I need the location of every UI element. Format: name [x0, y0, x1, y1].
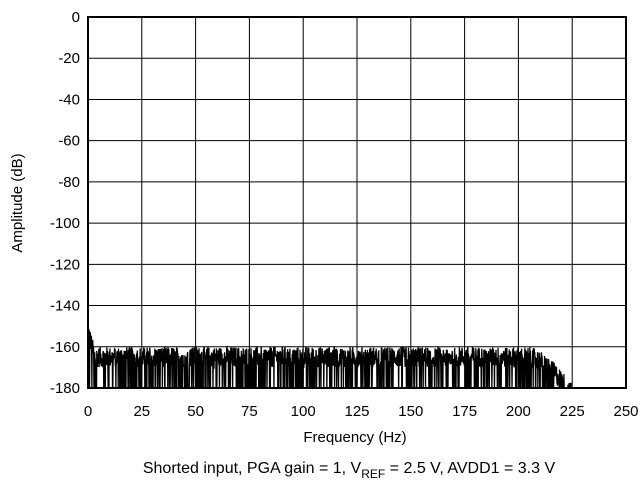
caption-subscript: REF: [361, 467, 385, 481]
caption-suffix: = 2.5 V, AVDD1 = 3.3 V: [385, 460, 555, 477]
x-tick-label: 200: [506, 403, 531, 420]
y-tick-label: -20: [58, 50, 80, 67]
x-tick-label: 50: [187, 403, 204, 420]
y-tick-label: -80: [58, 174, 80, 191]
x-tick-label: 150: [398, 403, 423, 420]
caption-prefix: Shorted input, PGA gain = 1, V: [143, 460, 362, 477]
plot-frame: [87, 16, 627, 389]
x-tick-label: 175: [452, 403, 477, 420]
x-axis-label: Frequency (Hz): [303, 429, 406, 446]
x-tick-label: 0: [84, 403, 92, 420]
y-tick-label: -180: [50, 380, 80, 397]
y-tick-label: 0: [72, 9, 80, 26]
noise-spectrum-line: [88, 326, 572, 388]
x-tick-label: 250: [613, 403, 638, 420]
chart-caption: Shorted input, PGA gain = 1, VREF = 2.5 …: [143, 460, 556, 481]
y-tick-label: -160: [50, 339, 80, 356]
x-tick-label: 225: [560, 403, 585, 420]
x-tick-label: 125: [344, 403, 369, 420]
x-tick-label: 100: [291, 403, 316, 420]
y-tick-label: -120: [50, 256, 80, 273]
x-tick-labels: 0 25 50 75 100 125 150 175 200 225 250: [84, 403, 639, 420]
x-tick-label: 75: [241, 403, 258, 420]
y-tick-label: -100: [50, 215, 80, 232]
x-tick-label: 25: [133, 403, 150, 420]
y-axis-label: Amplitude (dB): [9, 153, 26, 252]
y-tick-label: -140: [50, 298, 80, 315]
y-tick-label: -60: [58, 133, 80, 150]
grid-lines: [87, 16, 627, 389]
series-layer: [88, 326, 572, 388]
y-tick-label: -40: [58, 91, 80, 108]
y-tick-labels: 0 -20 -40 -60 -80 -100 -120 -140 -160 -180: [50, 9, 80, 397]
